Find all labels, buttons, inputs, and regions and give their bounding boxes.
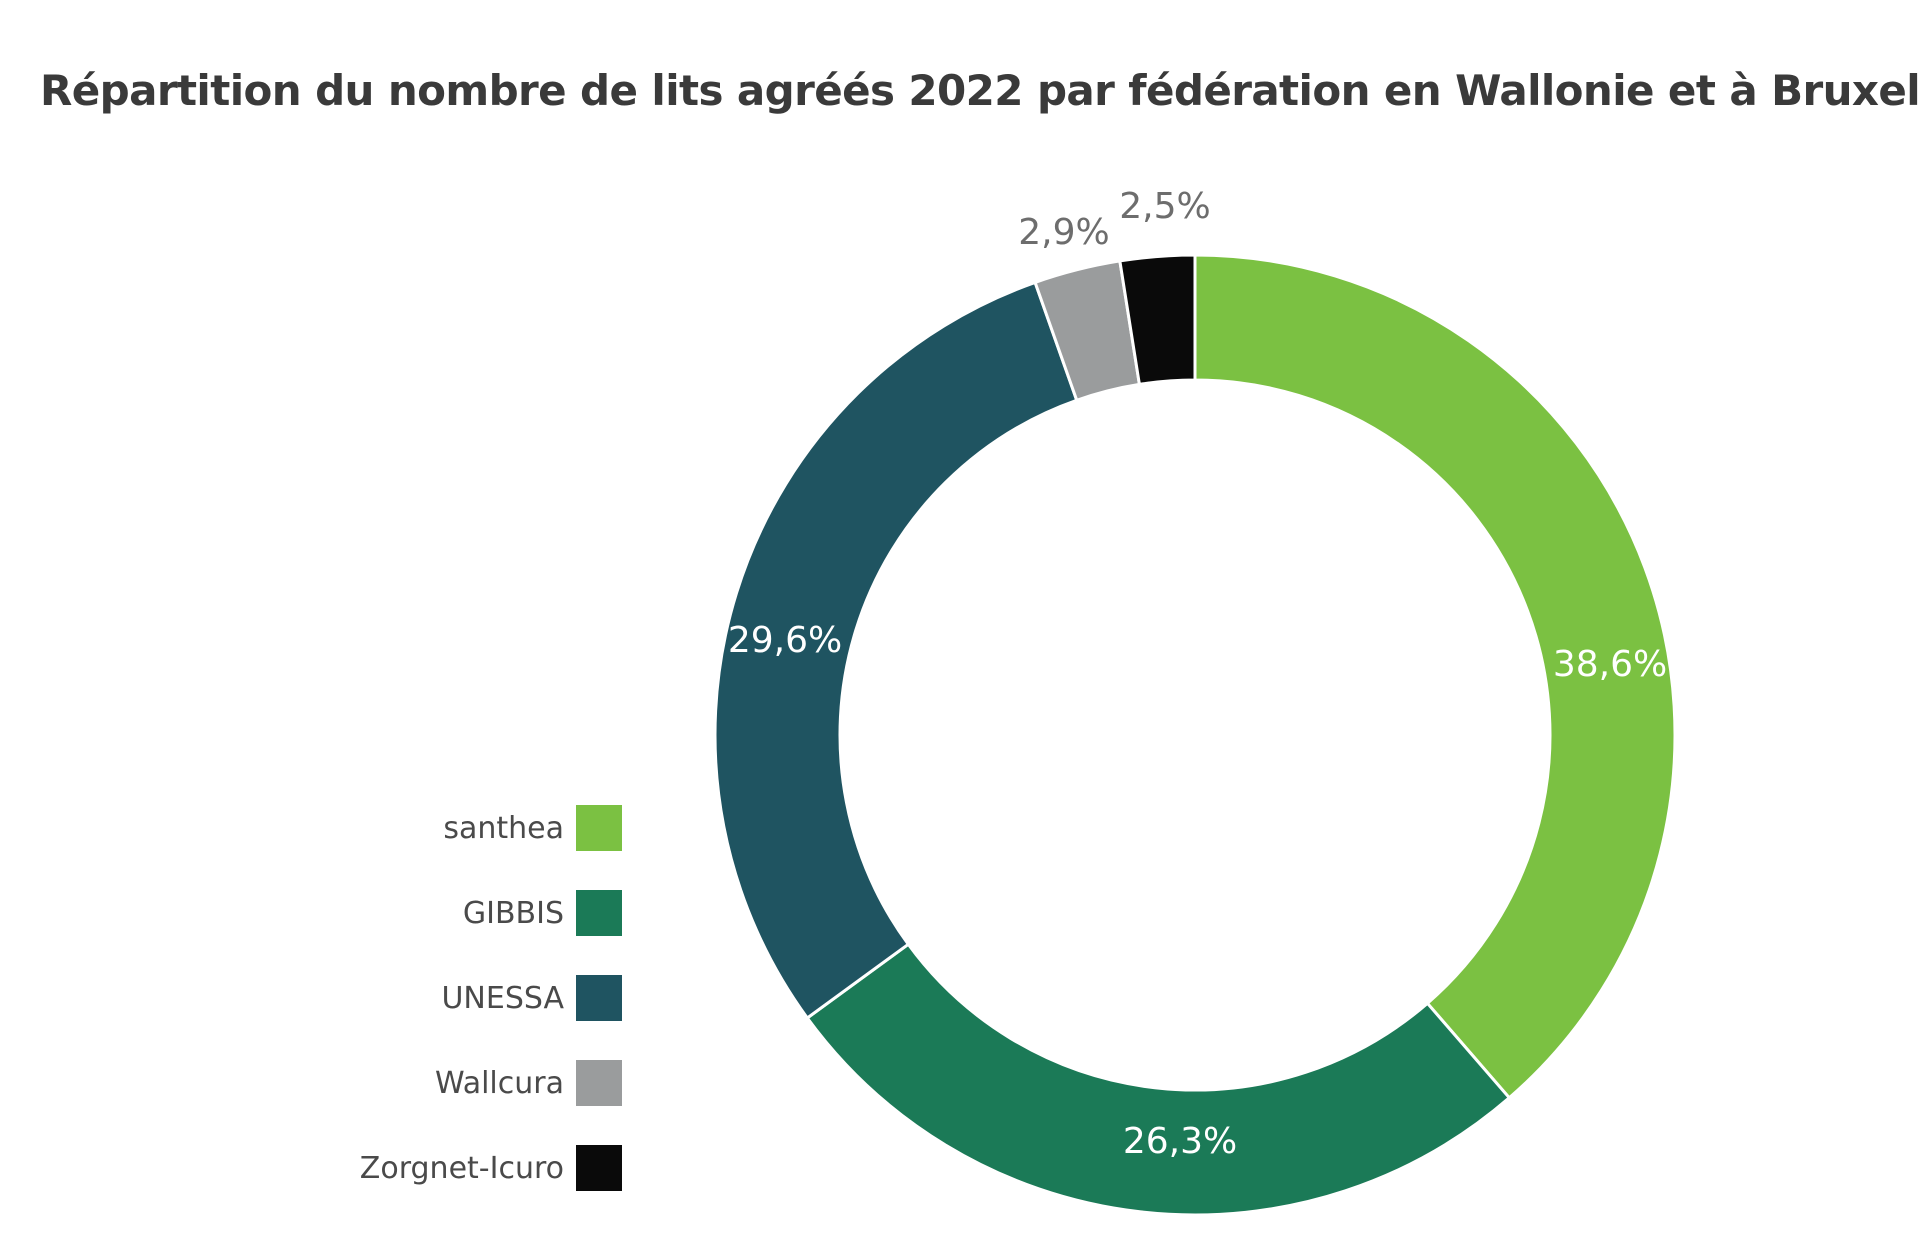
donut-slice-santhea xyxy=(1193,253,1677,1100)
donut-slice-unessa xyxy=(713,280,1079,1021)
donut-slices xyxy=(713,253,1677,1217)
chart-title: Répartition du nombre de lits agréés 202… xyxy=(40,66,1920,115)
donut-slice-zorgnet-icuro xyxy=(1118,253,1197,387)
value-label-unessa: 29,6% xyxy=(728,620,842,661)
value-label-santhea: 38,6% xyxy=(1553,644,1667,685)
donut-value-labels: 38,6% 26,3% 29,6% 2,9%2,5% xyxy=(728,186,1667,1162)
donut-slice-gibbis xyxy=(805,942,1512,1217)
value-label-wallcura: 2,9% xyxy=(1018,212,1109,253)
value-label-zorgnet-icuro: 2,5% xyxy=(1119,186,1210,227)
value-label-gibbis: 26,3% xyxy=(1123,1121,1237,1162)
